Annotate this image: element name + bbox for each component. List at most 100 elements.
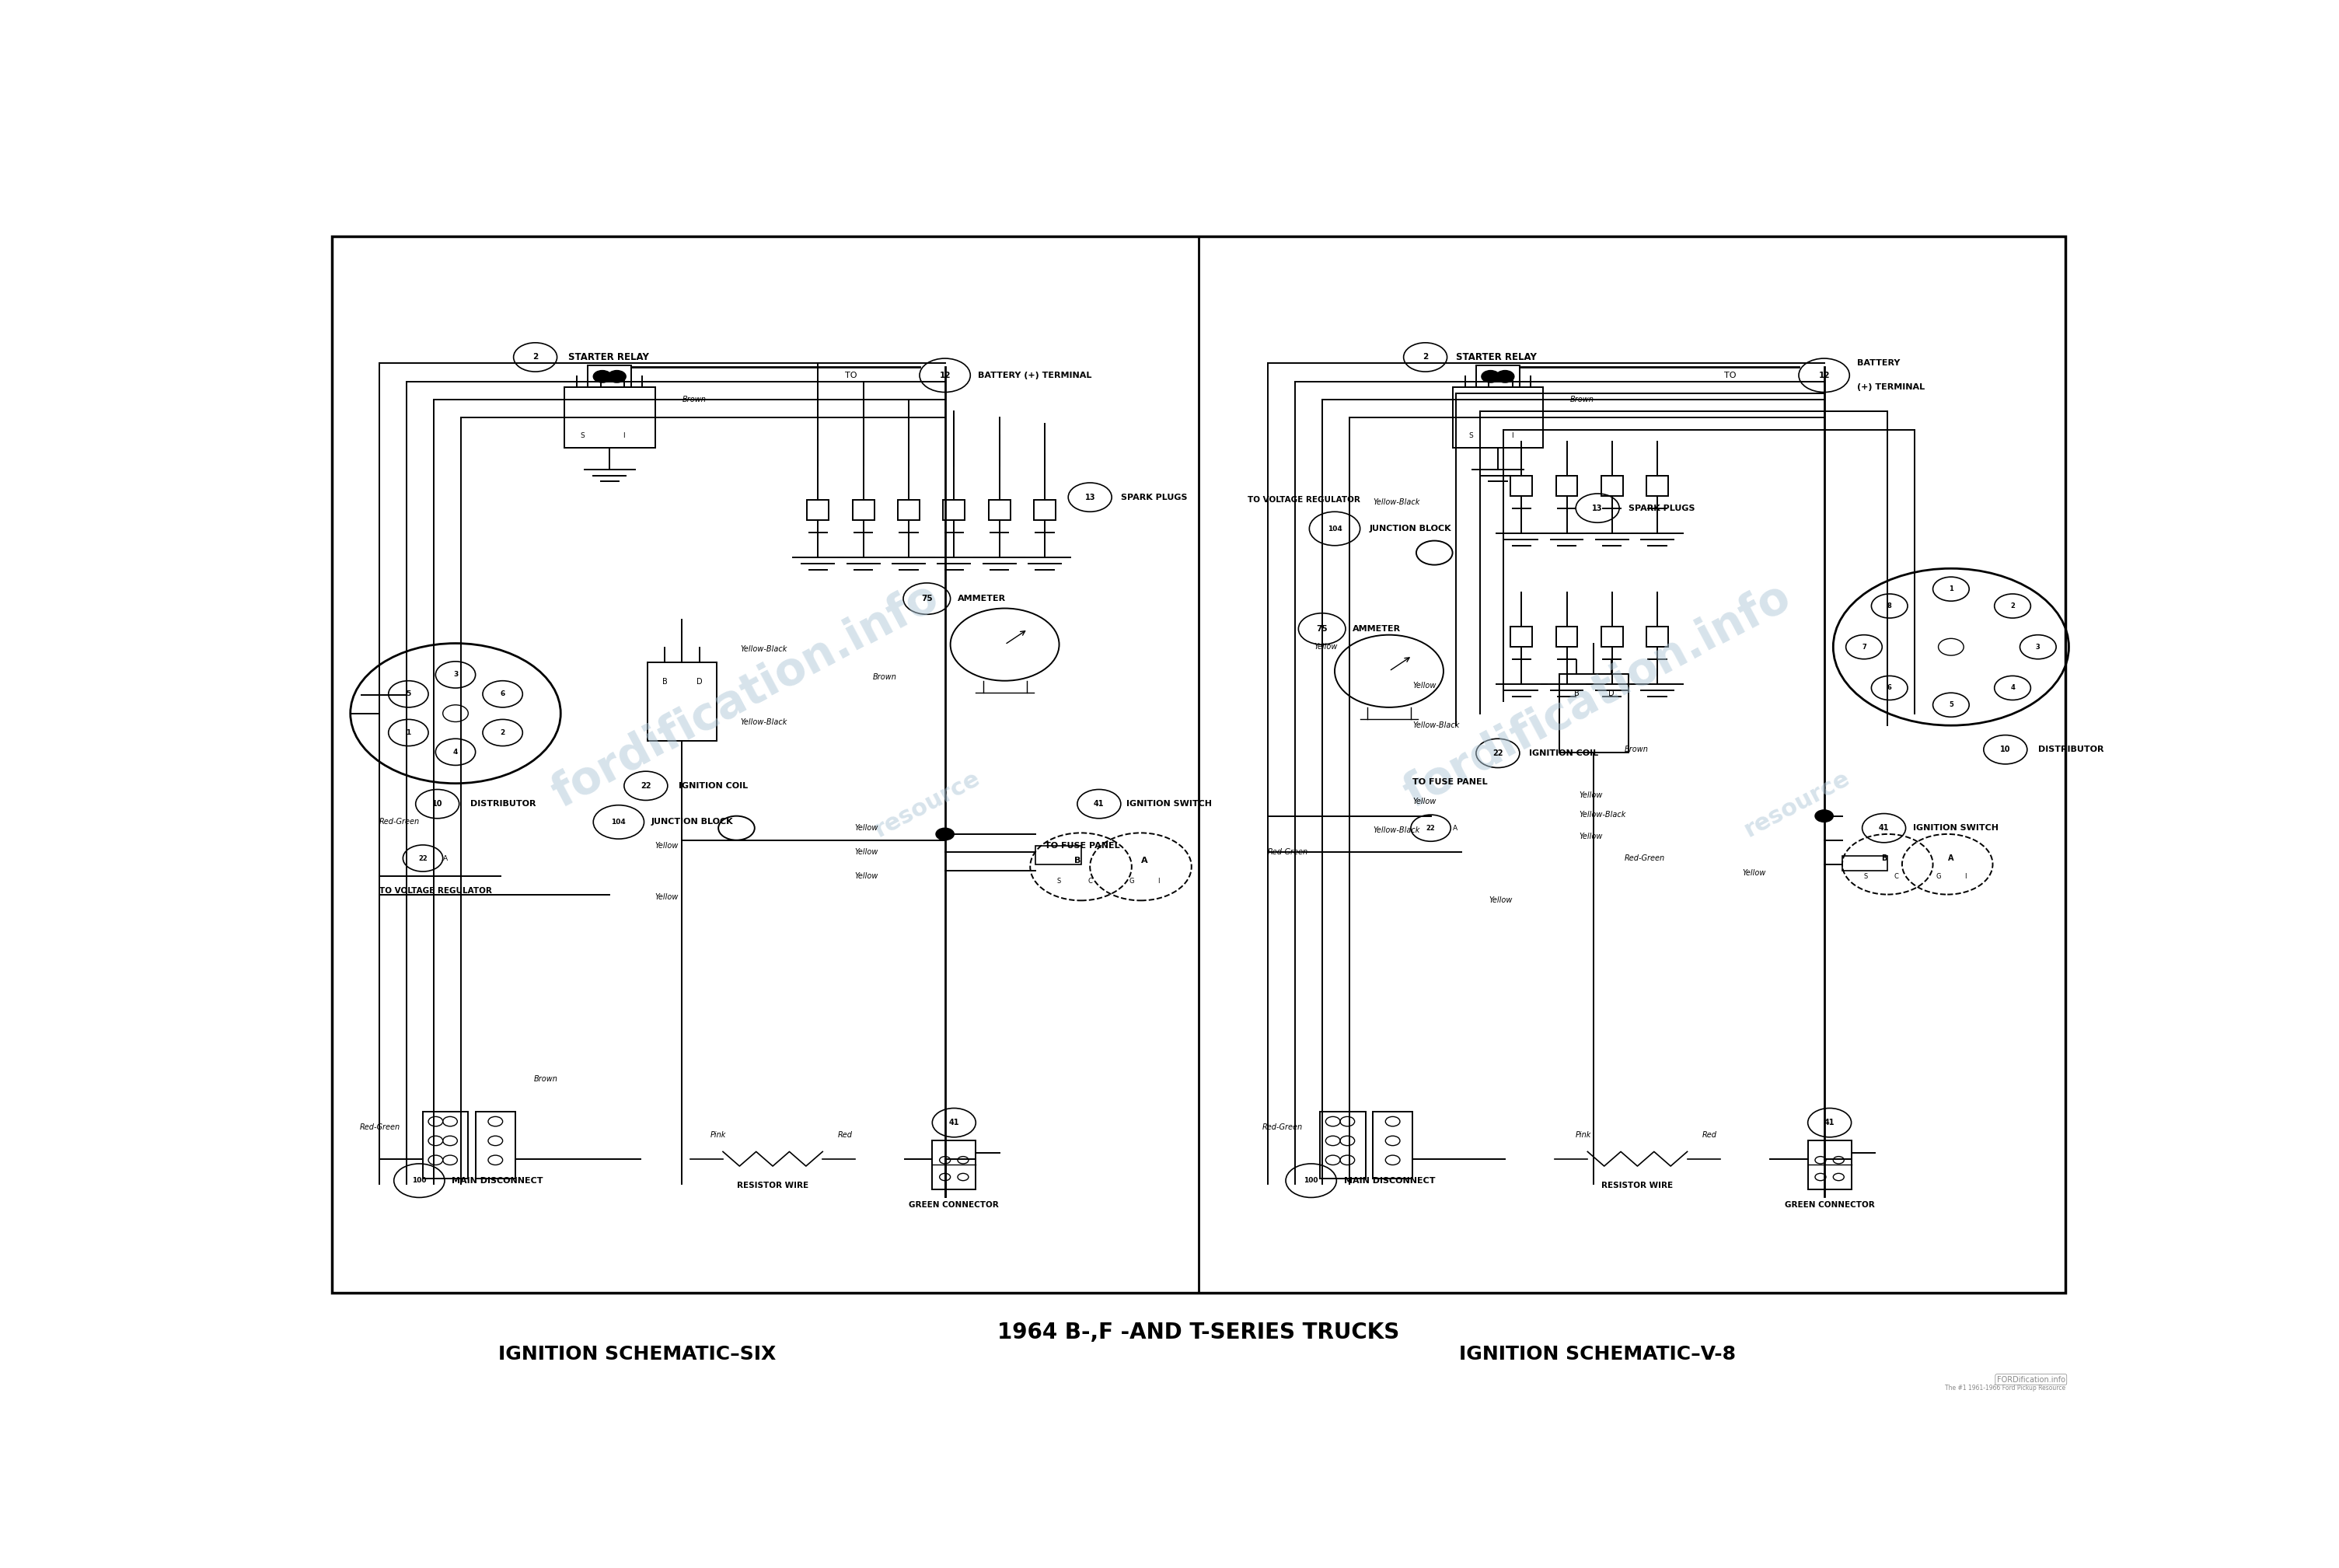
Text: IGNITION COIL: IGNITION COIL [1530,750,1598,757]
Text: Brown: Brown [1626,746,1649,754]
Text: 5: 5 [1948,701,1953,709]
Text: B: B [1074,856,1081,864]
Text: SPARK PLUGS: SPARK PLUGS [1120,494,1188,502]
Bar [1602,475,1623,495]
Bar [1602,627,1623,648]
Text: The #1 1961-1966 Ford Pickup Resource: The #1 1961-1966 Ford Pickup Resource [1944,1385,2065,1392]
Bar [1647,475,1668,495]
Text: TO VOLTAGE REGULATOR: TO VOLTAGE REGULATOR [379,887,491,895]
Text: JUNCTION BLOCK: JUNCTION BLOCK [1368,525,1450,533]
Text: 3: 3 [2035,643,2040,651]
Bar [648,662,716,740]
Text: G: G [1937,873,1941,880]
Bar [1511,475,1532,495]
Text: AMMETER: AMMETER [1352,626,1401,633]
Text: DISTRIBUTOR: DISTRIBUTOR [2037,746,2103,754]
Text: 10: 10 [433,800,442,808]
Circle shape [594,370,610,383]
Text: 2: 2 [2009,602,2014,610]
Text: Yellow-Black: Yellow-Black [739,718,786,726]
Text: 75: 75 [922,594,933,602]
Text: 104: 104 [1329,525,1343,532]
Bar [933,1142,975,1189]
Text: S: S [1469,433,1474,439]
Text: 22: 22 [1492,750,1504,757]
Text: Pink: Pink [1574,1131,1591,1138]
Text: RESISTOR WIRE: RESISTOR WIRE [737,1182,809,1189]
Text: GREEN CONNECTOR: GREEN CONNECTOR [1785,1201,1874,1209]
Bar [1453,387,1544,448]
Text: 12: 12 [940,372,950,379]
Text: A: A [1453,825,1457,831]
Text: Yellow-Black: Yellow-Black [1373,826,1420,834]
Circle shape [608,370,627,383]
Bar [1319,1112,1366,1178]
Text: Yellow: Yellow [655,842,678,850]
Text: A: A [1141,856,1148,864]
Text: 13: 13 [1593,505,1602,513]
Text: MAIN DISCONNECT: MAIN DISCONNECT [1343,1176,1436,1184]
Bar [1555,475,1576,495]
Text: 100: 100 [1303,1178,1319,1184]
Text: Yellow: Yellow [1579,792,1602,800]
Text: Brown: Brown [1569,395,1595,403]
Text: 2: 2 [533,353,538,361]
Text: S: S [1864,873,1869,880]
Text: 41: 41 [1878,825,1890,833]
Bar [898,500,919,521]
Text: Brown: Brown [533,1076,557,1083]
Circle shape [1481,370,1499,383]
Text: 41: 41 [950,1120,959,1126]
Text: Yellow: Yellow [1579,833,1602,840]
Text: 13: 13 [1085,494,1095,502]
Text: 100: 100 [412,1178,426,1184]
Text: Yellow: Yellow [854,825,877,833]
Text: RESISTOR WIRE: RESISTOR WIRE [1602,1182,1672,1189]
Text: TO VOLTAGE REGULATOR: TO VOLTAGE REGULATOR [1247,495,1361,503]
Bar [1036,847,1081,864]
Text: 75: 75 [1317,626,1329,633]
Bar [564,387,655,448]
Text: Red-Green: Red-Green [1263,1124,1303,1132]
Text: Red: Red [837,1131,854,1138]
Text: AMMETER: AMMETER [957,594,1006,602]
Text: C: C [1895,873,1899,880]
Text: 4: 4 [2009,685,2014,691]
Bar [1808,1142,1852,1189]
Text: Yellow: Yellow [1743,869,1766,877]
Bar [475,1112,515,1178]
Bar [587,365,632,387]
Text: DISTRIBUTOR: DISTRIBUTOR [470,800,536,808]
Text: JUNCTION BLOCK: JUNCTION BLOCK [650,818,734,826]
Text: Red-Green: Red-Green [1626,855,1665,862]
Bar [1555,627,1576,648]
Text: IGNITION SCHEMATIC–SIX: IGNITION SCHEMATIC–SIX [498,1345,777,1364]
Text: 41: 41 [1824,1120,1834,1126]
Text: MAIN DISCONNECT: MAIN DISCONNECT [451,1176,543,1184]
Text: BATTERY: BATTERY [1857,359,1899,367]
Text: Red-Green: Red-Green [379,818,421,826]
Text: TO FUSE PANEL: TO FUSE PANEL [1413,778,1488,786]
Text: Brown: Brown [683,395,706,403]
Text: B: B [1881,855,1888,862]
Text: Red: Red [1703,1131,1717,1138]
Text: 6: 6 [501,690,505,698]
Text: 1964 B-,F -AND T-SERIES TRUCKS: 1964 B-,F -AND T-SERIES TRUCKS [999,1322,1399,1344]
Bar [332,237,2065,1294]
Text: Pink: Pink [711,1131,727,1138]
Circle shape [936,828,954,840]
Text: 10: 10 [2000,746,2012,754]
Text: 1: 1 [1948,585,1953,593]
Text: IGNITION SWITCH: IGNITION SWITCH [1125,800,1212,808]
Text: TO: TO [844,372,858,379]
Bar [1511,627,1532,648]
Text: STARTER RELAY: STARTER RELAY [568,353,648,362]
Text: TO: TO [1724,372,1736,379]
Text: Yellow: Yellow [854,872,877,880]
Text: 2: 2 [501,729,505,737]
Text: 3: 3 [454,671,458,679]
Text: Yellow: Yellow [1413,798,1436,806]
Text: 7: 7 [1862,643,1867,651]
Text: 12: 12 [1817,372,1829,379]
Text: fordification.info: fordification.info [1396,574,1799,815]
